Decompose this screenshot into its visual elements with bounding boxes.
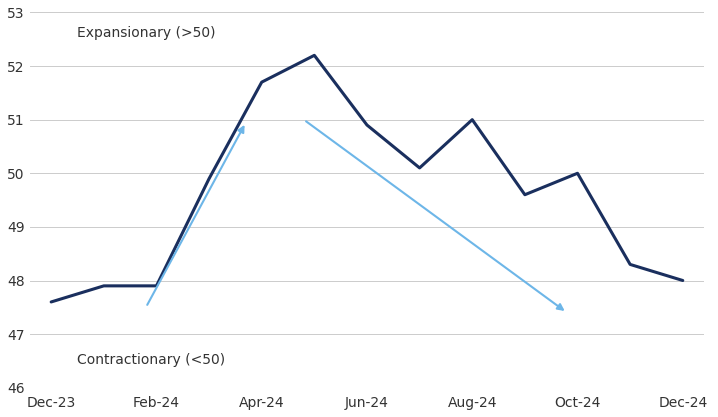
Text: Expansionary (>50): Expansionary (>50) [78,25,216,40]
Text: Contractionary (<50): Contractionary (<50) [78,353,225,367]
